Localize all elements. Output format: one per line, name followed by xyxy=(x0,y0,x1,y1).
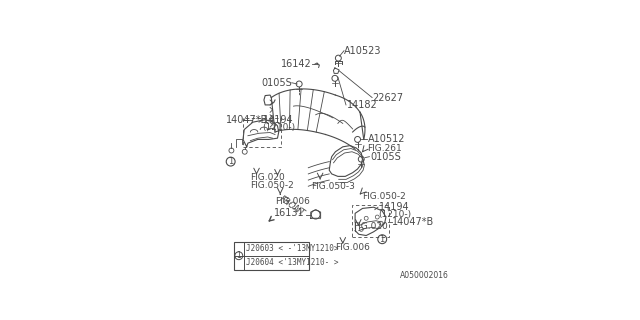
Text: (1210-): (1210-) xyxy=(378,210,412,219)
Text: A10512: A10512 xyxy=(367,134,405,144)
Text: FIG.006: FIG.006 xyxy=(335,243,371,252)
Text: 1: 1 xyxy=(380,235,385,244)
Text: 1: 1 xyxy=(228,157,234,166)
Text: 14194: 14194 xyxy=(262,115,293,125)
Text: 14194: 14194 xyxy=(378,202,409,212)
Text: J20604 <'13MY1210- >: J20604 <'13MY1210- > xyxy=(246,258,338,267)
Text: FIG.006: FIG.006 xyxy=(275,196,310,205)
Text: J20603 < -'13MY1210>: J20603 < -'13MY1210> xyxy=(246,244,338,253)
Text: A10523: A10523 xyxy=(344,46,381,56)
Text: 22627: 22627 xyxy=(372,92,403,102)
Text: 0105S: 0105S xyxy=(262,78,292,88)
Text: A050002016: A050002016 xyxy=(401,271,449,280)
Text: 14182: 14182 xyxy=(346,100,377,110)
Text: 16131: 16131 xyxy=(274,208,305,218)
Text: 14047*B: 14047*B xyxy=(226,115,268,125)
Text: 14047*B: 14047*B xyxy=(392,217,435,227)
Text: 0105S: 0105S xyxy=(370,152,401,162)
FancyBboxPatch shape xyxy=(234,242,309,269)
Text: (1210-): (1210-) xyxy=(262,123,296,132)
Text: FIG.261: FIG.261 xyxy=(367,144,402,153)
Text: FIG.020: FIG.020 xyxy=(250,173,285,182)
Text: 16142: 16142 xyxy=(281,59,312,69)
Text: FIG.020: FIG.020 xyxy=(353,222,387,231)
Text: FIG.050-2: FIG.050-2 xyxy=(362,192,406,201)
Text: FIG.050-2: FIG.050-2 xyxy=(250,180,294,189)
Text: 1: 1 xyxy=(236,251,241,260)
Text: FIG.050-3: FIG.050-3 xyxy=(311,182,355,191)
Text: FRONT: FRONT xyxy=(278,194,306,218)
